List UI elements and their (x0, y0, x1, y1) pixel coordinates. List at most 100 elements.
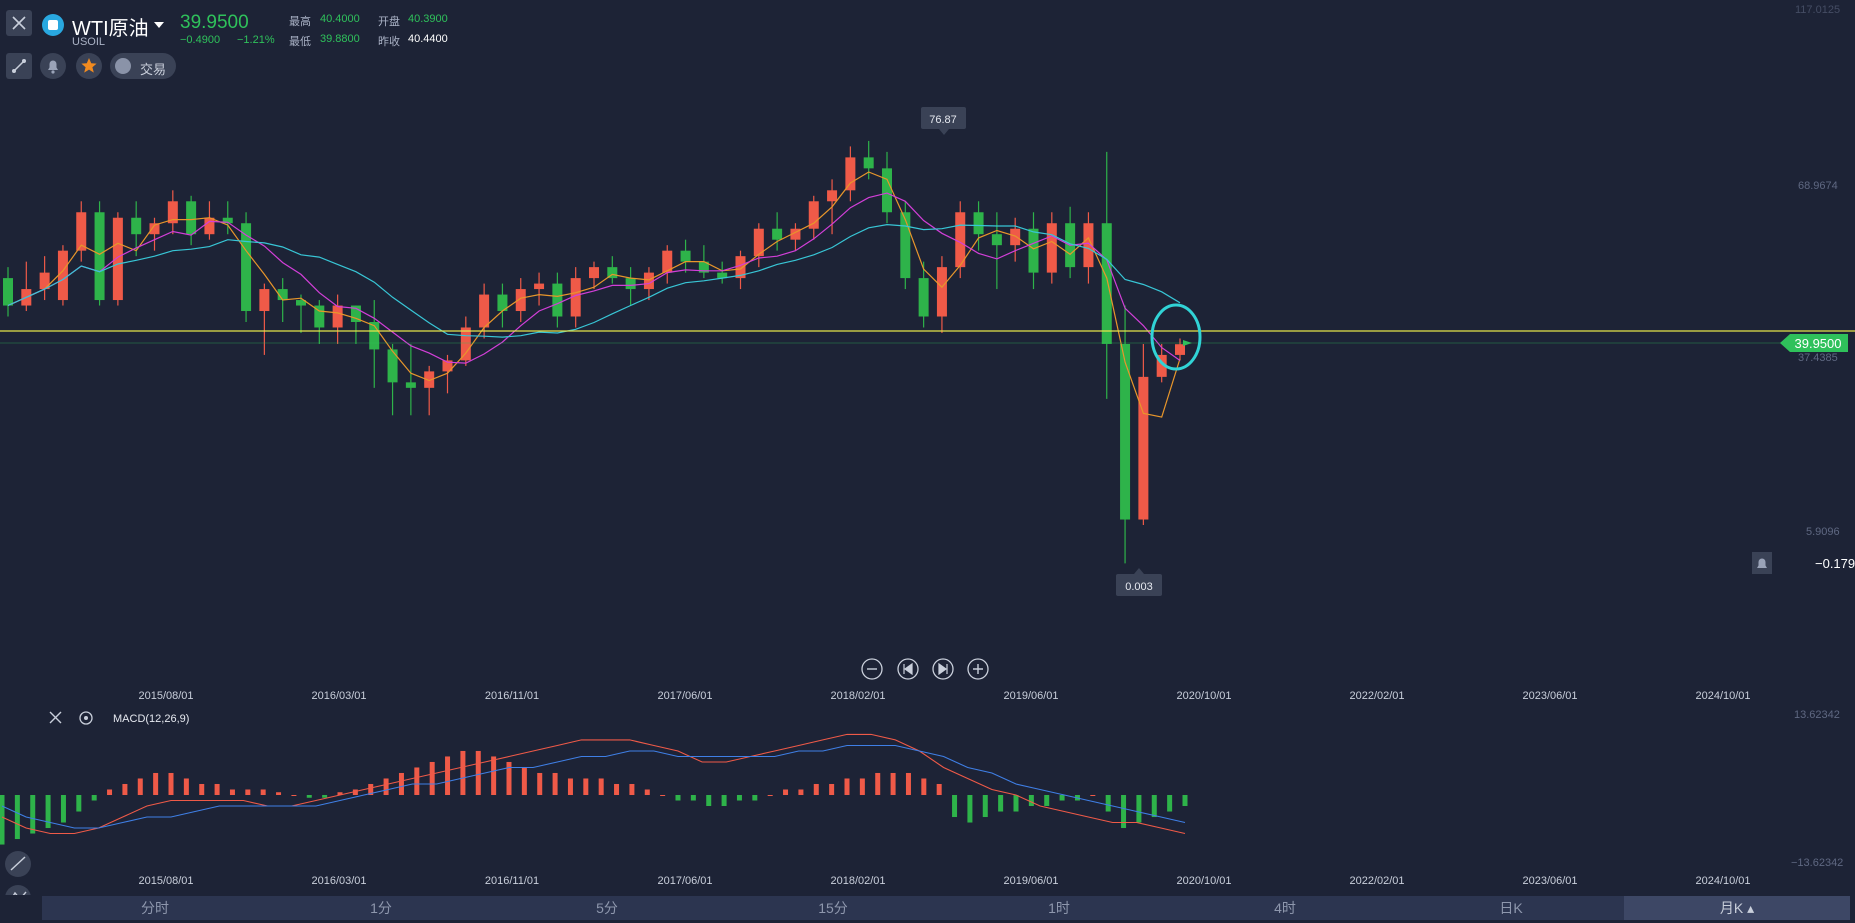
symbol-dropdown-caret-icon[interactable] (154, 22, 164, 28)
timeframe-tab[interactable]: 日K (1499, 900, 1523, 916)
high-marker-label: 76.87 (929, 114, 957, 126)
timeframe-tab[interactable]: 15分 (818, 900, 848, 916)
draw-line-button[interactable] (5, 851, 31, 877)
candle-body (845, 157, 856, 191)
x-tick-label: 2020/10/01 (1176, 875, 1231, 887)
macd-bar (936, 783, 942, 795)
candle-body (936, 267, 947, 317)
x-axis-labels: 2015/08/01 2016/03/01 2016/11/01 2017/06/01… (138, 690, 1750, 702)
timeframe-tab[interactable]: 月K ▴ (1624, 896, 1850, 920)
timeframe-bar (42, 896, 1848, 920)
macd-bar (199, 783, 205, 795)
macd-bar (506, 761, 512, 795)
bell-icon (48, 60, 58, 74)
symbol-code: USOIL (72, 36, 106, 48)
candle-body (350, 305, 361, 322)
candle-body (808, 201, 819, 229)
candle-body (405, 382, 416, 388)
macd-bar (721, 795, 727, 807)
candle-body (94, 212, 105, 301)
candle-body (534, 283, 545, 290)
candle-body (39, 272, 50, 290)
candle-body (662, 250, 673, 273)
macd-bar (614, 783, 620, 795)
candle-body (186, 201, 197, 235)
macd-bar (675, 795, 681, 801)
candle-body (387, 349, 398, 383)
candle-body (314, 305, 325, 328)
macd-bar (521, 767, 527, 795)
zoom-in-button[interactable] (967, 658, 989, 680)
candle-body (112, 217, 123, 301)
macd-axis-bottom: −13.62342 (1791, 857, 1844, 869)
timeframe-tab[interactable]: 5分 (596, 900, 618, 916)
indicator-button[interactable] (5, 885, 31, 895)
axis-top-partial: 117.0125 (1795, 4, 1841, 16)
candle-body (991, 234, 1002, 246)
macd-bar (1136, 795, 1142, 823)
candle-body (259, 289, 270, 312)
x-tick-label: 2023/06/01 (1522, 690, 1577, 702)
close-button[interactable] (6, 10, 32, 36)
close-icon (49, 711, 62, 724)
symbol-name[interactable]: WTI原油 (72, 18, 149, 40)
x-tick-label: 2015/08/01 (138, 875, 193, 887)
candle-body (973, 212, 984, 235)
favorite-button[interactable] (76, 53, 102, 79)
candle-body (442, 360, 453, 372)
macd-bar (137, 778, 143, 795)
macd-bar (153, 772, 159, 795)
macd-bar (552, 772, 558, 795)
drawing-tool-button[interactable] (6, 53, 32, 79)
alert-button[interactable] (40, 53, 66, 79)
macd-bar (398, 772, 404, 795)
macd-bar (644, 789, 650, 795)
ma-line (7, 192, 1181, 364)
macd-bar (229, 789, 235, 795)
x-tick-label: 2022/02/01 (1349, 690, 1404, 702)
price-change: −0.4900 (180, 34, 221, 46)
macd-bar (952, 795, 958, 818)
alert-value: −0.1790 (1815, 556, 1855, 571)
candle-body (1175, 344, 1185, 355)
candle-body (698, 261, 709, 273)
candle-body (790, 228, 801, 240)
x-tick-label: 2022/02/01 (1349, 875, 1404, 887)
axis-tick-2: 37.4385 (1798, 352, 1838, 364)
candle-body (955, 212, 966, 268)
last-price: 39.9500 (180, 12, 249, 33)
scroll-end-button[interactable] (932, 658, 954, 680)
candle-body (552, 283, 563, 317)
candle-body (131, 217, 142, 235)
macd-bar (14, 795, 20, 840)
price-alert-button[interactable] (1752, 552, 1772, 574)
zoom-out-button[interactable] (861, 658, 883, 680)
macd-bar (60, 795, 66, 823)
price-chart[interactable]: 76.87 0.003 39.9500 2015/08/01 2016/03/01… (0, 0, 1855, 895)
scroll-start-button[interactable] (897, 658, 919, 680)
trade-button[interactable]: 交易 (110, 53, 176, 79)
macd-bar (567, 778, 573, 795)
macd-bar (859, 778, 865, 795)
candle-body (222, 217, 233, 224)
macd-bar (982, 795, 988, 818)
x-tick-label: 2016/03/01 (311, 875, 366, 887)
macd-bar (690, 795, 696, 801)
candle-body (1010, 228, 1021, 246)
macd-bar (967, 795, 973, 823)
timeframe-tab[interactable]: 4时 (1274, 900, 1296, 916)
timeframe-tab[interactable]: 分时 (141, 900, 169, 916)
macd-bar (45, 795, 51, 829)
macd-bar (829, 783, 835, 795)
macd-bar (76, 795, 82, 812)
macd-close-button[interactable] (49, 711, 62, 724)
macd-bar (183, 778, 189, 795)
timeframe-tab[interactable]: 1分 (370, 900, 392, 916)
macd-bar (890, 772, 896, 795)
macd-settings-button[interactable] (79, 711, 93, 725)
candle-body (1083, 223, 1094, 268)
macd-bar (1059, 795, 1065, 801)
macd-bar (368, 783, 374, 795)
timeframe-tab[interactable]: 1时 (1048, 900, 1070, 916)
macd-bar (844, 778, 850, 795)
